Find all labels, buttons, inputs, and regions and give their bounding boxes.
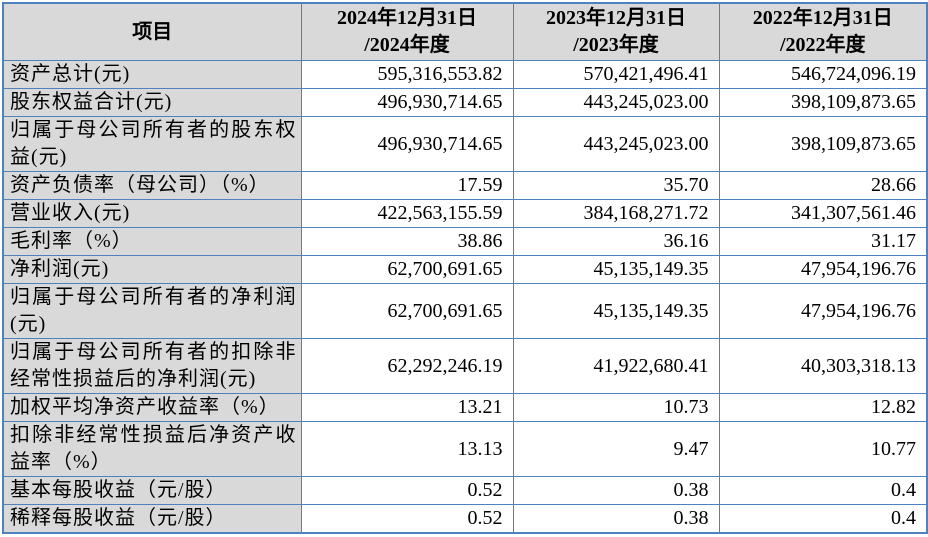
row-value: 496,930,714.65	[300, 88, 514, 117]
row-value: 62,700,691.65	[300, 283, 514, 339]
row-value: 40,303,318.13	[718, 338, 928, 394]
row-value: 12.82	[718, 393, 928, 422]
table-row: 股东权益合计(元) 496,930,714.65 443,245,023.00 398…	[2, 88, 928, 117]
row-value: 45,135,149.35	[512, 255, 720, 284]
row-value: 546,724,096.19	[718, 60, 928, 89]
header-date-line: 2024年12月31日	[337, 7, 477, 29]
table-row: 归属于母公司所有者的股东权益(元) 496,930,714.65 443,245,0…	[2, 116, 928, 172]
row-label: 资产负债率（母公司）（%）	[2, 171, 302, 200]
table-row: 加权平均净资产收益率（%） 13.21 10.73 12.82	[2, 393, 928, 422]
row-label: 归属于母公司所有者的股东权益(元)	[2, 116, 302, 172]
row-label: 归属于母公司所有者的净利润(元)	[2, 283, 302, 339]
row-label: 股东权益合计(元)	[2, 88, 302, 117]
row-value: 10.73	[512, 393, 720, 422]
row-label: 毛利率（%）	[2, 227, 302, 256]
row-value: 38.86	[300, 227, 514, 256]
row-value: 62,292,246.19	[300, 338, 514, 394]
table-row: 扣除非经常性损益后净资产收益率（%） 13.13 9.47 10.77	[2, 421, 928, 477]
row-value: 9.47	[512, 421, 720, 477]
row-label: 净利润(元)	[2, 255, 302, 284]
table-row: 资产负债率（母公司）（%） 17.59 35.70 28.66	[2, 171, 928, 200]
table-row: 归属于母公司所有者的净利润(元) 62,700,691.65 45,135,149.…	[2, 283, 928, 339]
row-value: 62,700,691.65	[300, 255, 514, 284]
header-period-line: /2024年度	[364, 34, 450, 56]
header-column-2022: 2022年12月31日 /2022年度	[718, 2, 928, 61]
row-value: 47,954,196.76	[718, 255, 928, 284]
row-value: 384,168,271.72	[512, 199, 720, 228]
row-value: 47,954,196.76	[718, 283, 928, 339]
row-value: 398,109,873.65	[718, 88, 928, 117]
row-label: 稀释每股收益（元/股）	[2, 504, 302, 534]
row-value: 17.59	[300, 171, 514, 200]
table-row: 基本每股收益（元/股） 0.52 0.38 0.4	[2, 476, 928, 505]
row-label: 归属于母公司所有者的扣除非经常性损益后的净利润(元)	[2, 338, 302, 394]
row-value: 28.66	[718, 171, 928, 200]
table-row: 稀释每股收益（元/股） 0.52 0.38 0.4	[2, 504, 928, 534]
row-value: 570,421,496.41	[512, 60, 720, 89]
row-value: 443,245,023.00	[512, 116, 720, 172]
row-label: 基本每股收益（元/股）	[2, 476, 302, 505]
row-value: 595,316,553.82	[300, 60, 514, 89]
row-value: 35.70	[512, 171, 720, 200]
header-period-line: /2022年度	[779, 34, 866, 56]
header-period-line: /2023年度	[573, 34, 659, 56]
row-value: 341,307,561.46	[718, 199, 928, 228]
row-value: 496,930,714.65	[300, 116, 514, 172]
table-body: 资产总计(元) 595,316,553.82 570,421,496.41 546,7…	[2, 60, 928, 534]
row-value: 10.77	[718, 421, 928, 477]
row-value: 0.38	[512, 476, 720, 505]
row-value: 45,135,149.35	[512, 283, 720, 339]
row-value: 0.38	[512, 504, 720, 534]
row-value: 0.52	[300, 476, 514, 505]
row-label: 扣除非经常性损益后净资产收益率（%）	[2, 421, 302, 477]
header-date-line: 2023年12月31日	[546, 7, 686, 29]
table-row: 资产总计(元) 595,316,553.82 570,421,496.41 546,7…	[2, 60, 928, 89]
row-label: 营业收入(元)	[2, 199, 302, 228]
table-row: 归属于母公司所有者的扣除非经常性损益后的净利润(元) 62,292,246.19 4…	[2, 338, 928, 394]
row-label: 加权平均净资产收益率（%）	[2, 393, 302, 422]
row-value: 0.4	[718, 476, 928, 505]
table-row: 净利润(元) 62,700,691.65 45,135,149.35 47,954,1…	[2, 255, 928, 284]
row-value: 422,563,155.59	[300, 199, 514, 228]
row-value: 398,109,873.65	[718, 116, 928, 172]
table-row: 营业收入(元) 422,563,155.59 384,168,271.72 341,3…	[2, 199, 928, 228]
header-item-column: 项目	[2, 2, 302, 61]
row-value: 13.13	[300, 421, 514, 477]
row-value: 31.17	[718, 227, 928, 256]
row-value: 0.52	[300, 504, 514, 534]
header-date-line: 2022年12月31日	[752, 7, 893, 29]
header-column-2024: 2024年12月31日 /2024年度	[300, 2, 514, 61]
row-value: 41,922,680.41	[512, 338, 720, 394]
row-value: 36.16	[512, 227, 720, 256]
row-label: 资产总计(元)	[2, 60, 302, 89]
row-value: 0.4	[718, 504, 928, 534]
row-value: 443,245,023.00	[512, 88, 720, 117]
header-row: 项目 2024年12月31日 /2024年度 2023年12月31日 /2023…	[2, 2, 928, 61]
header-item-label: 项目	[132, 20, 173, 43]
table-row: 毛利率（%） 38.86 36.16 31.17	[2, 227, 928, 256]
row-value: 13.21	[300, 393, 514, 422]
header-column-2023: 2023年12月31日 /2023年度	[512, 2, 720, 61]
